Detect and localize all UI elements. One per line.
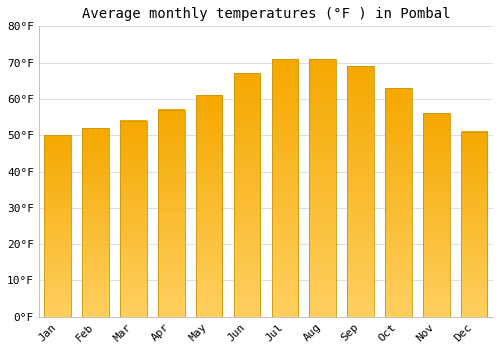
Bar [158, 110, 184, 317]
Bar [44, 135, 71, 317]
Bar [423, 113, 450, 317]
Bar [120, 121, 146, 317]
Bar [310, 59, 336, 317]
Bar [234, 74, 260, 317]
Title: Average monthly temperatures (°F ) in Pombal: Average monthly temperatures (°F ) in Po… [82, 7, 450, 21]
Bar [461, 132, 487, 317]
Bar [272, 59, 298, 317]
Bar [196, 95, 222, 317]
Bar [385, 88, 411, 317]
Bar [348, 66, 374, 317]
Bar [82, 128, 109, 317]
